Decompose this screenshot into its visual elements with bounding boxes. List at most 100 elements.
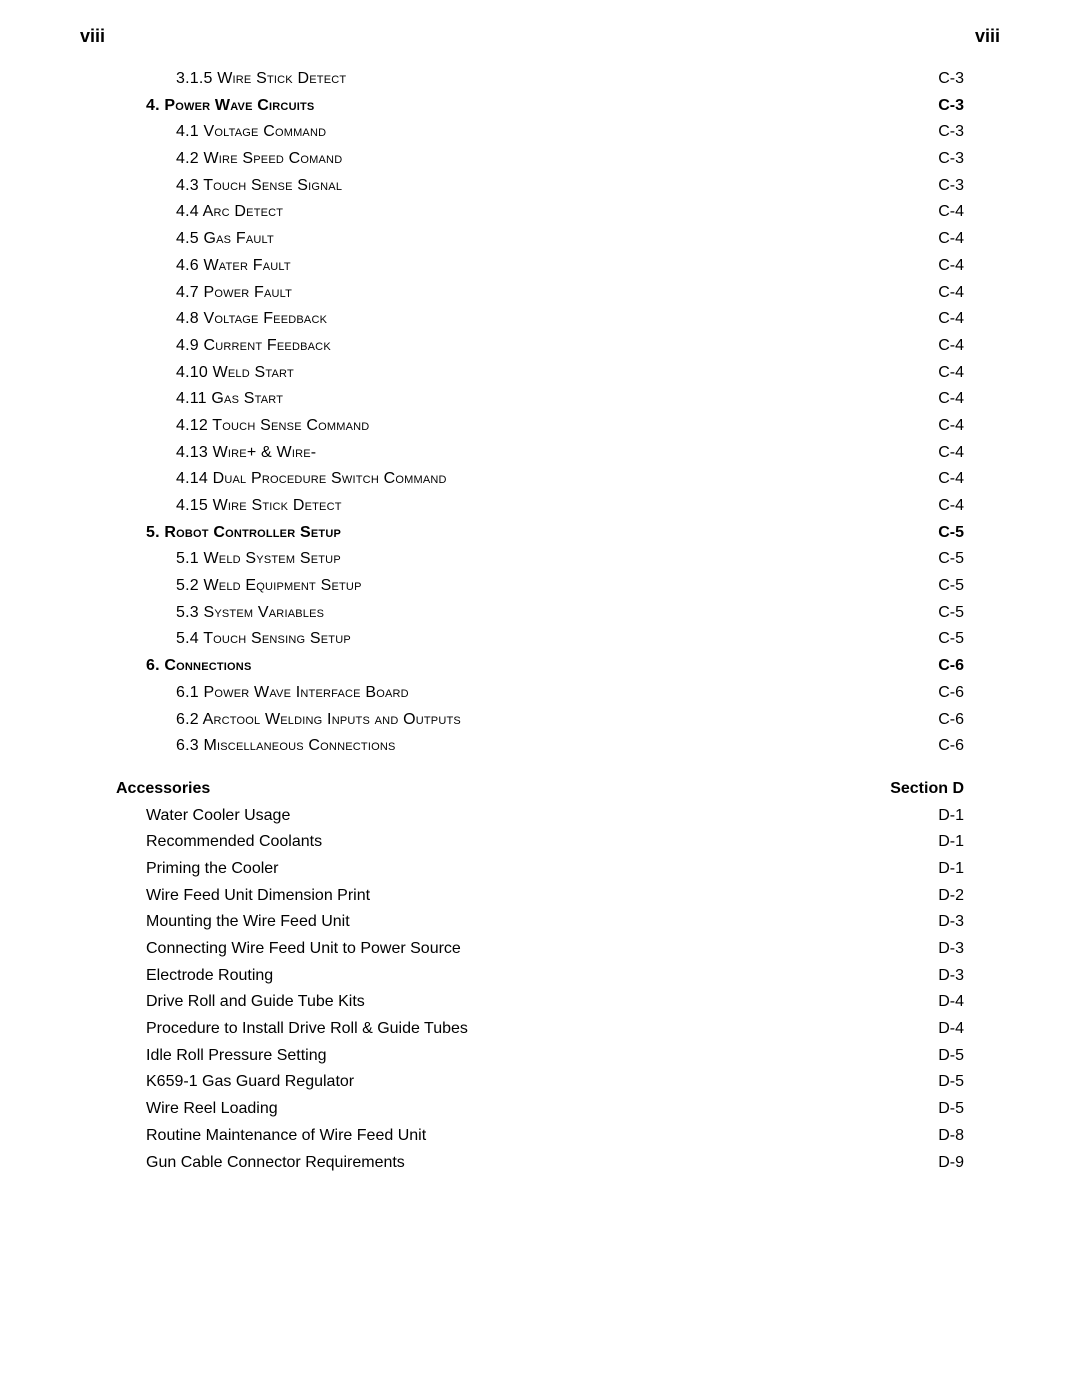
toc-page: D-5 [938, 1099, 964, 1118]
page-number-right: viii [975, 26, 1000, 47]
toc-label: Procedure to Install Drive Roll & Guide … [146, 1019, 472, 1038]
toc-row: Wire Reel Loading D-5 [116, 1099, 964, 1118]
toc-row: Priming the Cooler D-1 [116, 859, 964, 878]
toc-page: D-5 [938, 1046, 964, 1065]
toc-label: Gun Cable Connector Requirements [146, 1153, 409, 1172]
toc-row: Mounting the Wire Feed Unit D-3 [116, 912, 964, 931]
toc-row: K659-1 Gas Guard Regulator D-5 [116, 1072, 964, 1091]
toc-page: C-4 [938, 416, 964, 435]
toc-label: 6.2 Arctool Welding Inputs and Outputs [176, 710, 466, 729]
table-of-contents: 3.1.5 Wire Stick Detect C-3 4. Power Wave… [80, 69, 1000, 1172]
toc-row: 4.3 Touch Sense Signal C-3 [116, 176, 964, 195]
toc-page: C-5 [938, 576, 964, 595]
toc-label: 5.3 System Variables [176, 603, 329, 622]
toc-row: Procedure to Install Drive Roll & Guide … [116, 1019, 964, 1038]
toc-row: 3.1.5 Wire Stick Detect C-3 [116, 69, 964, 88]
toc-row: 5.4 Touch Sensing Setup C-5 [116, 629, 964, 648]
toc-row: Gun Cable Connector Requirements D-9 [116, 1153, 964, 1172]
toc-page: C-4 [938, 469, 964, 488]
toc-row: Accessories Section D [116, 779, 964, 798]
toc-label: Priming the Cooler [146, 859, 283, 878]
toc-label: 6. Connections [146, 656, 256, 675]
toc-label: 4.13 Wire+ & Wire- [176, 443, 321, 462]
toc-row: 4.5 Gas Fault C-4 [116, 229, 964, 248]
toc-label: 4. Power Wave Circuits [146, 96, 319, 115]
toc-label: K659-1 Gas Guard Regulator [146, 1072, 359, 1091]
toc-row: 4.1 Voltage Command C-3 [116, 122, 964, 141]
page-number-left: viii [80, 26, 105, 47]
toc-label: 5.2 Weld Equipment Setup [176, 576, 366, 595]
toc-row: 4.7 Power Fault C-4 [116, 283, 964, 302]
toc-label: 6.3 Miscellaneous Connections [176, 736, 400, 755]
toc-page: C-3 [938, 176, 964, 195]
toc-page: D-2 [938, 886, 964, 905]
toc-label: 4.1 Voltage Command [176, 122, 331, 141]
toc-label: Drive Roll and Guide Tube Kits [146, 992, 369, 1011]
toc-page: C-4 [938, 443, 964, 462]
toc-row: 5.2 Weld Equipment Setup C-5 [116, 576, 964, 595]
toc-row: 5.3 System Variables C-5 [116, 603, 964, 622]
toc-row: 4.4 Arc Detect C-4 [116, 202, 964, 221]
toc-page: C-4 [938, 283, 964, 302]
toc-row: 6.2 Arctool Welding Inputs and Outputs C… [116, 710, 964, 729]
toc-label: 4.11 Gas Start [176, 389, 288, 408]
toc-label: 4.3 Touch Sense Signal [176, 176, 347, 195]
toc-page: D-4 [938, 1019, 964, 1038]
toc-row: Routine Maintenance of Wire Feed Unit D-… [116, 1126, 964, 1145]
toc-page: D-3 [938, 912, 964, 931]
toc-page: C-6 [938, 710, 964, 729]
toc-page: D-8 [938, 1126, 964, 1145]
toc-row: 6.1 Power Wave Interface Board C-6 [116, 683, 964, 702]
toc-page: C-6 [938, 683, 964, 702]
toc-label: 5.4 Touch Sensing Setup [176, 629, 356, 648]
toc-page: D-4 [938, 992, 964, 1011]
toc-page: D-5 [938, 1072, 964, 1091]
toc-page: C-4 [938, 363, 964, 382]
toc-page: D-9 [938, 1153, 964, 1172]
toc-gap [116, 763, 964, 779]
toc-label: Accessories [116, 779, 215, 798]
toc-label: 3.1.5 Wire Stick Detect [176, 69, 351, 88]
toc-page: C-5 [938, 629, 964, 648]
toc-page: C-3 [938, 149, 964, 168]
toc-page: C-5 [938, 523, 964, 542]
toc-page: D-1 [938, 806, 964, 825]
toc-label: 4.14 Dual Procedure Switch Command [176, 469, 451, 488]
toc-row: 4.12 Touch Sense Command C-4 [116, 416, 964, 435]
toc-row: 4.13 Wire+ & Wire- C-4 [116, 443, 964, 462]
toc-label: 4.4 Arc Detect [176, 202, 288, 221]
toc-label: 4.2 Wire Speed Comand [176, 149, 347, 168]
toc-page: C-6 [938, 656, 964, 675]
toc-label: 4.7 Power Fault [176, 283, 297, 302]
toc-row: 4.15 Wire Stick Detect C-4 [116, 496, 964, 515]
toc-row: Connecting Wire Feed Unit to Power Sourc… [116, 939, 964, 958]
toc-page: C-3 [938, 96, 964, 115]
toc-label: 4.8 Voltage Feedback [176, 309, 332, 328]
toc-label: Wire Feed Unit Dimension Print [146, 886, 375, 905]
toc-page: C-4 [938, 309, 964, 328]
toc-row: 4.2 Wire Speed Comand C-3 [116, 149, 964, 168]
toc-page: C-3 [938, 122, 964, 141]
toc-row: Drive Roll and Guide Tube Kits D-4 [116, 992, 964, 1011]
page-header: viii viii [80, 26, 1000, 47]
toc-label: Mounting the Wire Feed Unit [146, 912, 354, 931]
toc-row: 4.9 Current Feedback C-4 [116, 336, 964, 355]
toc-label: 5.1 Weld System Setup [176, 549, 346, 568]
toc-label: 4.9 Current Feedback [176, 336, 336, 355]
toc-label: Idle Roll Pressure Setting [146, 1046, 331, 1065]
toc-page: D-1 [938, 832, 964, 851]
toc-label: 4.10 Weld Start [176, 363, 299, 382]
toc-label: Connecting Wire Feed Unit to Power Sourc… [146, 939, 465, 958]
toc-row: 5.1 Weld System Setup C-5 [116, 549, 964, 568]
toc-page: D-3 [938, 939, 964, 958]
toc-row: Electrode Routing D-3 [116, 966, 964, 985]
toc-page: C-4 [938, 496, 964, 515]
toc-page: C-4 [938, 229, 964, 248]
toc-label: Routine Maintenance of Wire Feed Unit [146, 1126, 431, 1145]
toc-label: Water Cooler Usage [146, 806, 295, 825]
toc-label: Wire Reel Loading [146, 1099, 282, 1118]
toc-row: Recommended Coolants D-1 [116, 832, 964, 851]
toc-page: C-3 [938, 69, 964, 88]
toc-row: 4.8 Voltage Feedback C-4 [116, 309, 964, 328]
toc-label: 6.1 Power Wave Interface Board [176, 683, 413, 702]
